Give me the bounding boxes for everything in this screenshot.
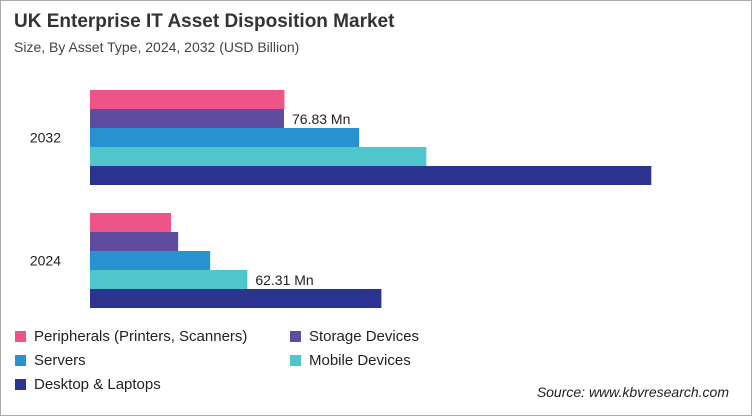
bar-2032-desktop-laptops [90,166,652,185]
data-label: 76.83 Mn [292,111,350,127]
legend-swatch [15,379,26,390]
data-label: 62.31 Mn [255,272,313,288]
legend-item: Mobile Devices [290,352,411,369]
legend-item: Peripherals (Printers, Scanners) [15,328,247,345]
legend-label: Storage Devices [309,328,420,345]
bar-2032-servers [90,128,360,147]
legend-label: Desktop & Laptops [34,376,161,393]
bar-2024-servers [90,251,211,270]
chart-subtitle: Size, By Asset Type, 2024, 2032 (USD Bil… [14,39,300,55]
bar-2032-mobile-devices [90,147,427,166]
legend-swatch [290,331,301,342]
bar-2032-peripherals-printers-scanners- [90,90,285,109]
bar-2024-mobile-devices [90,270,248,289]
category-label-2032: 2032 [30,130,61,146]
bar-2024-storage-devices [90,232,179,251]
legend-label: Servers [34,352,86,369]
legend-item: Storage Devices [290,328,419,345]
legend-swatch [15,331,26,342]
legend-swatch [15,355,26,366]
legend-item: Servers [15,352,86,369]
source-note: Source: www.kbvresearch.com [536,384,729,400]
legend-swatch [290,355,301,366]
bar-2024-peripherals-printers-scanners- [90,213,172,232]
bar-chart: 2032 76.83 Mn 2024 62.31 Mn [30,90,652,308]
bar-2024-desktop-laptops [90,289,382,308]
bar-2032-storage-devices [90,109,284,128]
legend-label: Peripherals (Printers, Scanners) [34,328,248,345]
legend-label: Mobile Devices [309,352,411,369]
legend-item: Desktop & Laptops [15,376,161,393]
chart-title: UK Enterprise IT Asset Disposition Marke… [14,11,395,32]
category-label-2024: 2024 [30,253,61,269]
